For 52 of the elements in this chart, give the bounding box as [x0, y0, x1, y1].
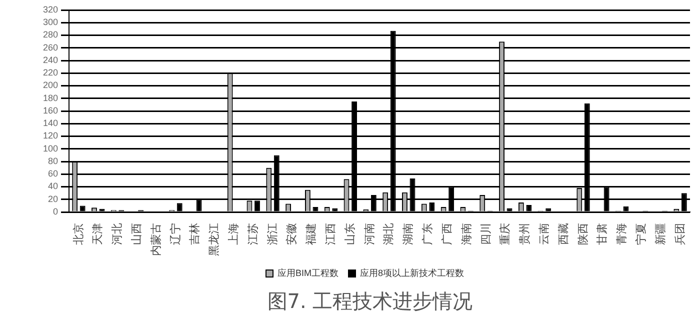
x-tick-label: 辽宁	[168, 223, 182, 245]
y-tick-label: 120	[42, 130, 58, 141]
x-tick-label: 天津	[91, 223, 104, 245]
x-tick-label: 山西	[130, 223, 143, 245]
x-tick-label: 四川	[479, 223, 492, 245]
legend-label: 应用8项以上新技术工程数	[360, 268, 464, 278]
x-tick-label: 新疆	[654, 223, 667, 245]
x-tick-label: 西藏	[556, 223, 570, 245]
y-tick-label: 160	[42, 105, 58, 116]
text: 图7. 工程技术进步情况	[266, 288, 474, 315]
x-tick-label: 内蒙古	[149, 223, 162, 256]
x-tick-label: 甘肃	[596, 223, 609, 245]
y-tick-label: 60	[48, 168, 58, 179]
y-tick-label: 220	[42, 68, 58, 78]
x-tick-label: 海南	[460, 223, 473, 245]
x-tick-label: 浙江	[266, 223, 279, 245]
x-tick-label: 云南	[537, 223, 550, 245]
x-tick-label: 贵州	[518, 223, 532, 245]
x-tick-label: 青海	[615, 223, 628, 245]
x-tick-label: 河南	[362, 223, 376, 245]
x-tick-label: 广东	[421, 223, 434, 245]
y-tick-label: 0	[53, 206, 58, 216]
x-tick-label: 江苏	[246, 223, 260, 245]
legend-label: 应用BIM工程数	[277, 268, 339, 278]
x-tick-label: 北京	[72, 223, 85, 245]
y-tick-label: 280	[42, 30, 58, 40]
y-tick-label: 140	[42, 118, 58, 128]
y-tick-label: 240	[42, 54, 58, 65]
y-tick-label: 320	[42, 4, 58, 14]
x-tick-label: 兵团	[673, 223, 686, 245]
x-tick-label: 陕西	[577, 223, 590, 245]
y-tick-label: 80	[48, 156, 58, 166]
y-tick-label: 200	[42, 80, 58, 90]
x-tick-label: 湖南	[402, 223, 415, 245]
x-tick-label: 广西	[440, 223, 454, 245]
x-tick-label: 上海	[226, 223, 240, 245]
y-tick-label: 300	[42, 17, 58, 28]
x-tick-label: 吉林	[188, 223, 202, 245]
x-tick-label: 重庆	[498, 223, 512, 245]
x-tick-label: 宁夏	[634, 223, 648, 245]
x-tick-label: 湖北	[382, 223, 396, 245]
y-tick-label: 260	[42, 42, 58, 52]
x-tick-label: 安徽	[285, 223, 298, 245]
x-tick-label: 福建	[304, 223, 318, 245]
y-tick-label: 40	[48, 181, 58, 192]
y-tick-label: 100	[42, 143, 58, 154]
x-tick-label: 河北	[110, 223, 124, 245]
y-tick-label: 180	[42, 92, 58, 103]
x-tick-label: 江西	[325, 223, 338, 245]
x-tick-label: 黑龙江	[208, 223, 221, 256]
x-tick-label: 山东	[343, 223, 356, 245]
y-tick-label: 20	[48, 194, 58, 204]
